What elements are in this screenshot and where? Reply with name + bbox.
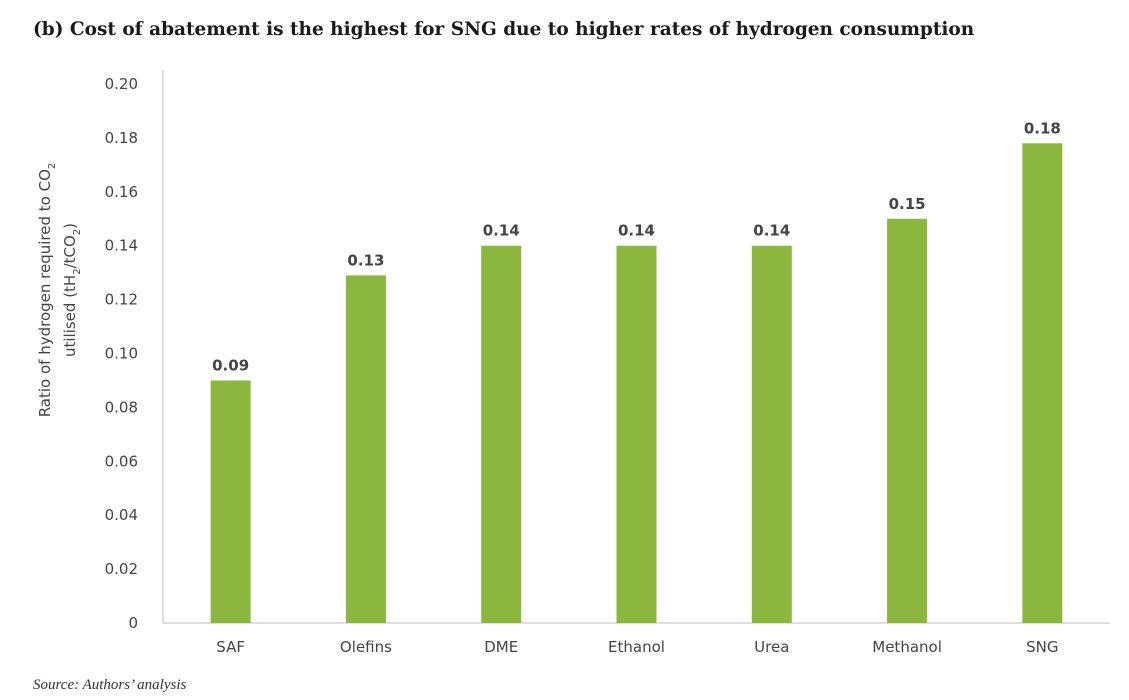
category-label-saf: SAF [216, 638, 245, 656]
category-label-olefins: Olefins [340, 638, 392, 656]
y-axis-label-line-1: Ratio of hydrogen required to CO2 [36, 163, 58, 418]
y-tick-label: 0.02 [105, 560, 138, 578]
y-tick-label: 0 [128, 614, 138, 632]
data-label-urea: 0.14 [753, 222, 790, 240]
y-axis-ticks: 0 0.02 0.04 0.06 0.08 0.10 0.12 0.14 0.16 0.18 0.2… [105, 75, 138, 632]
data-label-sng: 0.18 [1024, 119, 1061, 137]
data-label-methanol: 0.15 [889, 195, 926, 213]
category-labels: SAF Olefins DME Ethanol Urea Methanol SNG [216, 638, 1058, 656]
source-note: Source: Authors’ analysis [33, 677, 187, 693]
bar-sng [1022, 143, 1063, 624]
data-label-ethanol: 0.14 [618, 222, 655, 240]
y-tick-label: 0.06 [105, 452, 138, 470]
y-axis-label-line-2: utilised (tH2/tCO2) [61, 223, 83, 357]
bar-ethanol [616, 245, 657, 623]
y-tick-label: 0.20 [105, 75, 138, 93]
data-labels: 0.09 0.13 0.14 0.14 0.14 0.15 0.18 [212, 119, 1061, 374]
bar-methanol [887, 218, 928, 623]
y-tick-label: 0.04 [105, 506, 138, 524]
bar-urea [751, 245, 792, 623]
data-label-olefins: 0.13 [347, 251, 384, 269]
category-label-methanol: Methanol [872, 638, 942, 656]
category-label-ethanol: Ethanol [608, 638, 665, 656]
category-label-dme: DME [484, 638, 518, 656]
y-tick-label: 0.10 [105, 345, 138, 363]
bar-olefins [345, 275, 386, 623]
category-label-sng: SNG [1026, 638, 1058, 656]
y-tick-label: 0.16 [105, 183, 138, 201]
y-axis-label: Ratio of hydrogen required to CO2 utilis… [36, 163, 83, 418]
data-label-saf: 0.09 [212, 356, 249, 374]
y-tick-label: 0.12 [105, 291, 138, 309]
y-tick-label: 0.08 [105, 398, 138, 416]
y-tick-label: 0.18 [105, 129, 138, 147]
bar-dme [481, 245, 522, 623]
bar-saf [210, 380, 251, 623]
data-label-dme: 0.14 [483, 222, 520, 240]
bars [210, 143, 1063, 624]
chart-title: (b) Cost of abatement is the highest for… [33, 19, 975, 40]
y-tick-label: 0.14 [105, 237, 138, 255]
category-label-urea: Urea [754, 638, 789, 656]
